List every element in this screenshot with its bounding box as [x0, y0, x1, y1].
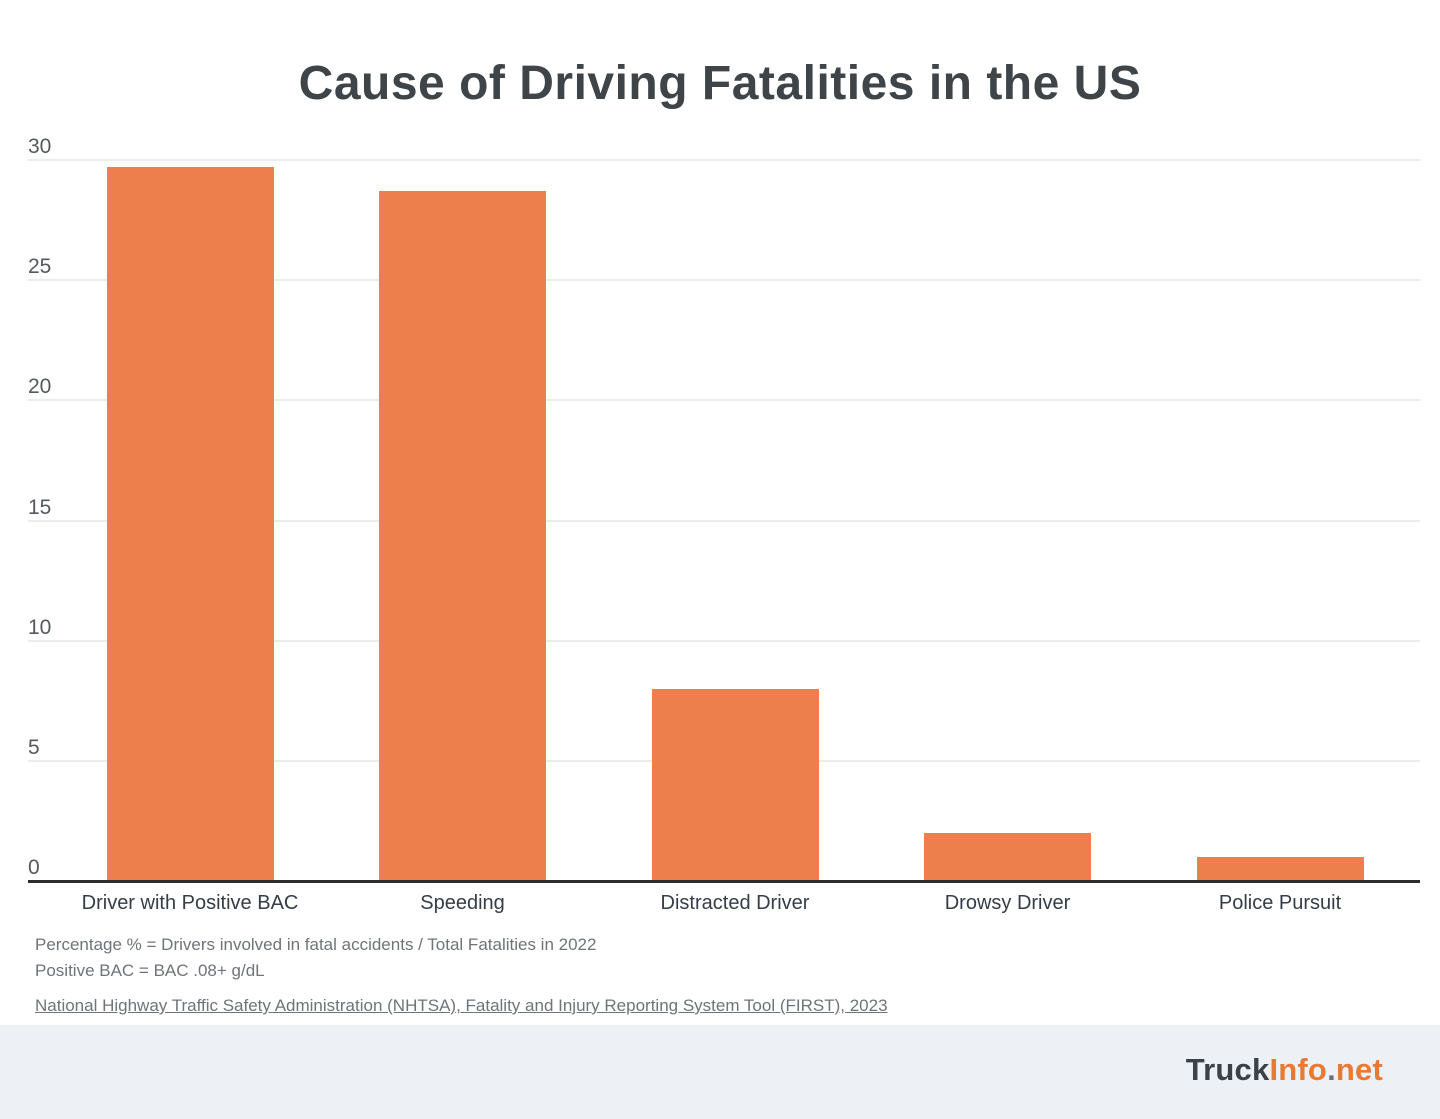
logo-part-info: Info [1269, 1052, 1328, 1087]
x-axis-label-drowsy-driver: Drowsy Driver [944, 892, 1071, 914]
y-tick-label-5: 5 [28, 735, 40, 759]
gridline-20 [28, 399, 1420, 402]
gridline-15 [28, 519, 1420, 522]
bar-speeding [379, 191, 546, 881]
x-axis-label-police-pursuit: Police Pursuit [1218, 892, 1342, 914]
x-axis-label-driver-with-positive-bac: Driver with Positive BAC [81, 892, 299, 914]
source-link[interactable]: National Highway Traffic Safety Administ… [35, 996, 888, 1015]
logo-dot: . [1327, 1052, 1336, 1087]
y-tick-label-30: 30 [28, 135, 52, 158]
y-tick-label-10: 10 [28, 615, 52, 639]
footnote-percentage-definition: Percentage % = Drivers involved in fatal… [35, 935, 597, 954]
truckinfo-logo: TruckInfo.net [1186, 1052, 1383, 1088]
chart-title: Cause of Driving Fatalities in the US [298, 57, 1142, 110]
x-axis-line [28, 880, 1420, 883]
bar-distracted-driver [651, 688, 819, 881]
y-tick-label-15: 15 [28, 495, 52, 519]
x-axis-label-speeding: Speeding [420, 892, 505, 914]
y-tick-label-0: 0 [28, 856, 40, 879]
bar-drowsy-driver [924, 832, 1091, 881]
x-axis-label-distracted-driver: Distracted Driver [660, 892, 810, 914]
y-tick-label-20: 20 [28, 375, 52, 399]
logo-part-truck: Truck [1185, 1052, 1270, 1087]
bar-driver-with-positive-bac [106, 167, 274, 881]
footer-band [0, 1025, 1440, 1119]
bar-police-pursuit [1196, 856, 1364, 881]
footnote-bac-definition: Positive BAC = BAC .08+ g/dL [35, 961, 265, 980]
logo-part-net: net [1335, 1052, 1383, 1087]
gridline-10 [28, 639, 1420, 642]
y-tick-label-25: 25 [28, 255, 52, 279]
gridline-25 [28, 279, 1420, 282]
gridline-30 [28, 159, 1420, 161]
